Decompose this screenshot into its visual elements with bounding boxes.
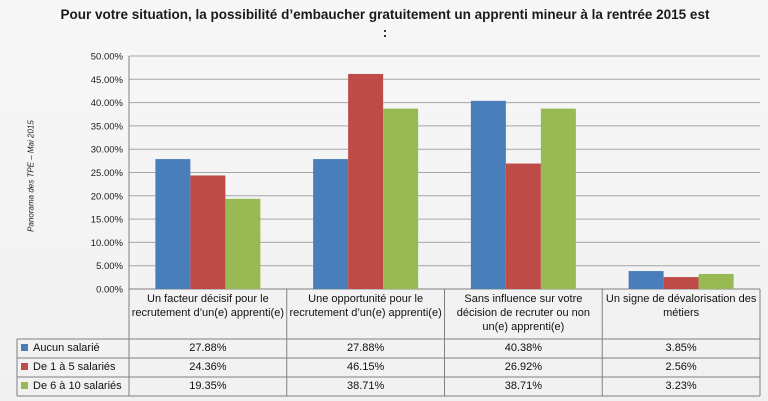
chart-title: Pour votre situation, la possibilité d’e… xyxy=(60,7,710,40)
bar xyxy=(225,198,261,289)
bar xyxy=(155,159,191,289)
y-tick-label: 5.00% xyxy=(96,261,123,272)
table-cell-value: 27.88% xyxy=(189,342,227,354)
category-label: Un facteur décisif pour le recrutement d… xyxy=(131,293,284,319)
category-label: Sans influence sur votre décision de rec… xyxy=(456,293,591,333)
y-tick-label: 45.00% xyxy=(91,75,124,86)
bar xyxy=(470,100,506,290)
legend-entry: De 6 à 10 salariés xyxy=(17,377,129,396)
bar xyxy=(540,108,576,290)
table-cell-value: 27.88% xyxy=(346,342,385,354)
table-row: Aucun salarié 27.88% 27.88% 40.38% 3.85% xyxy=(17,339,760,358)
table-cell-value: 3.23% xyxy=(665,380,697,392)
table-cell-value: 2.56% xyxy=(665,361,697,373)
legend-label: De 1 à 5 salariés xyxy=(33,361,116,373)
y-tick-label: 10.00% xyxy=(91,238,124,249)
bar xyxy=(505,163,541,289)
bar xyxy=(348,73,384,289)
legend-label: De 6 à 10 salariés xyxy=(33,380,122,392)
table-cell-value: 40.38% xyxy=(504,342,543,354)
legend-swatch xyxy=(21,382,28,389)
legend-entry: De 1 à 5 salariés xyxy=(17,358,129,377)
legend-entry: Aucun salarié xyxy=(17,339,129,358)
table-cell-value: 46.15% xyxy=(346,361,385,373)
table-cell-value: 38.71% xyxy=(504,380,543,392)
bar xyxy=(663,277,699,289)
bar xyxy=(698,273,734,289)
y-tick-label: 0.00% xyxy=(96,285,123,296)
bar xyxy=(190,175,226,289)
y-tick-label: 35.00% xyxy=(91,121,124,132)
bar xyxy=(383,108,419,290)
table-cell-value: 26.92% xyxy=(504,361,543,373)
y-tick-label: 20.00% xyxy=(91,191,124,202)
table-cell-value: 38.71% xyxy=(346,380,385,392)
bar xyxy=(313,159,349,289)
table-cell-value: 19.35% xyxy=(189,380,227,392)
legend-label: Aucun salarié xyxy=(33,342,100,354)
y-tick-label: 15.00% xyxy=(91,215,124,226)
table-row: De 1 à 5 salariés 24.36% 46.15% 26.92% 2.56% xyxy=(17,358,760,377)
category-label: Une opportunité pour le recrutement d’un… xyxy=(289,293,442,319)
table-cell-value: 24.36% xyxy=(189,361,227,373)
table-cell-value: 3.85% xyxy=(665,342,697,354)
y-tick-label: 30.00% xyxy=(91,145,124,156)
y-tick-label: 50.00% xyxy=(91,52,124,63)
legend-swatch xyxy=(21,344,28,351)
y-tick-label: 40.00% xyxy=(91,98,124,109)
bar xyxy=(628,271,664,289)
legend-swatch xyxy=(21,363,28,370)
table-row: De 6 à 10 salariés 19.35% 38.71% 38.71% 3.23… xyxy=(17,377,760,396)
y-tick-label: 25.00% xyxy=(91,168,124,179)
category-label: Un signe de dévalorisation des métiers xyxy=(605,293,757,319)
